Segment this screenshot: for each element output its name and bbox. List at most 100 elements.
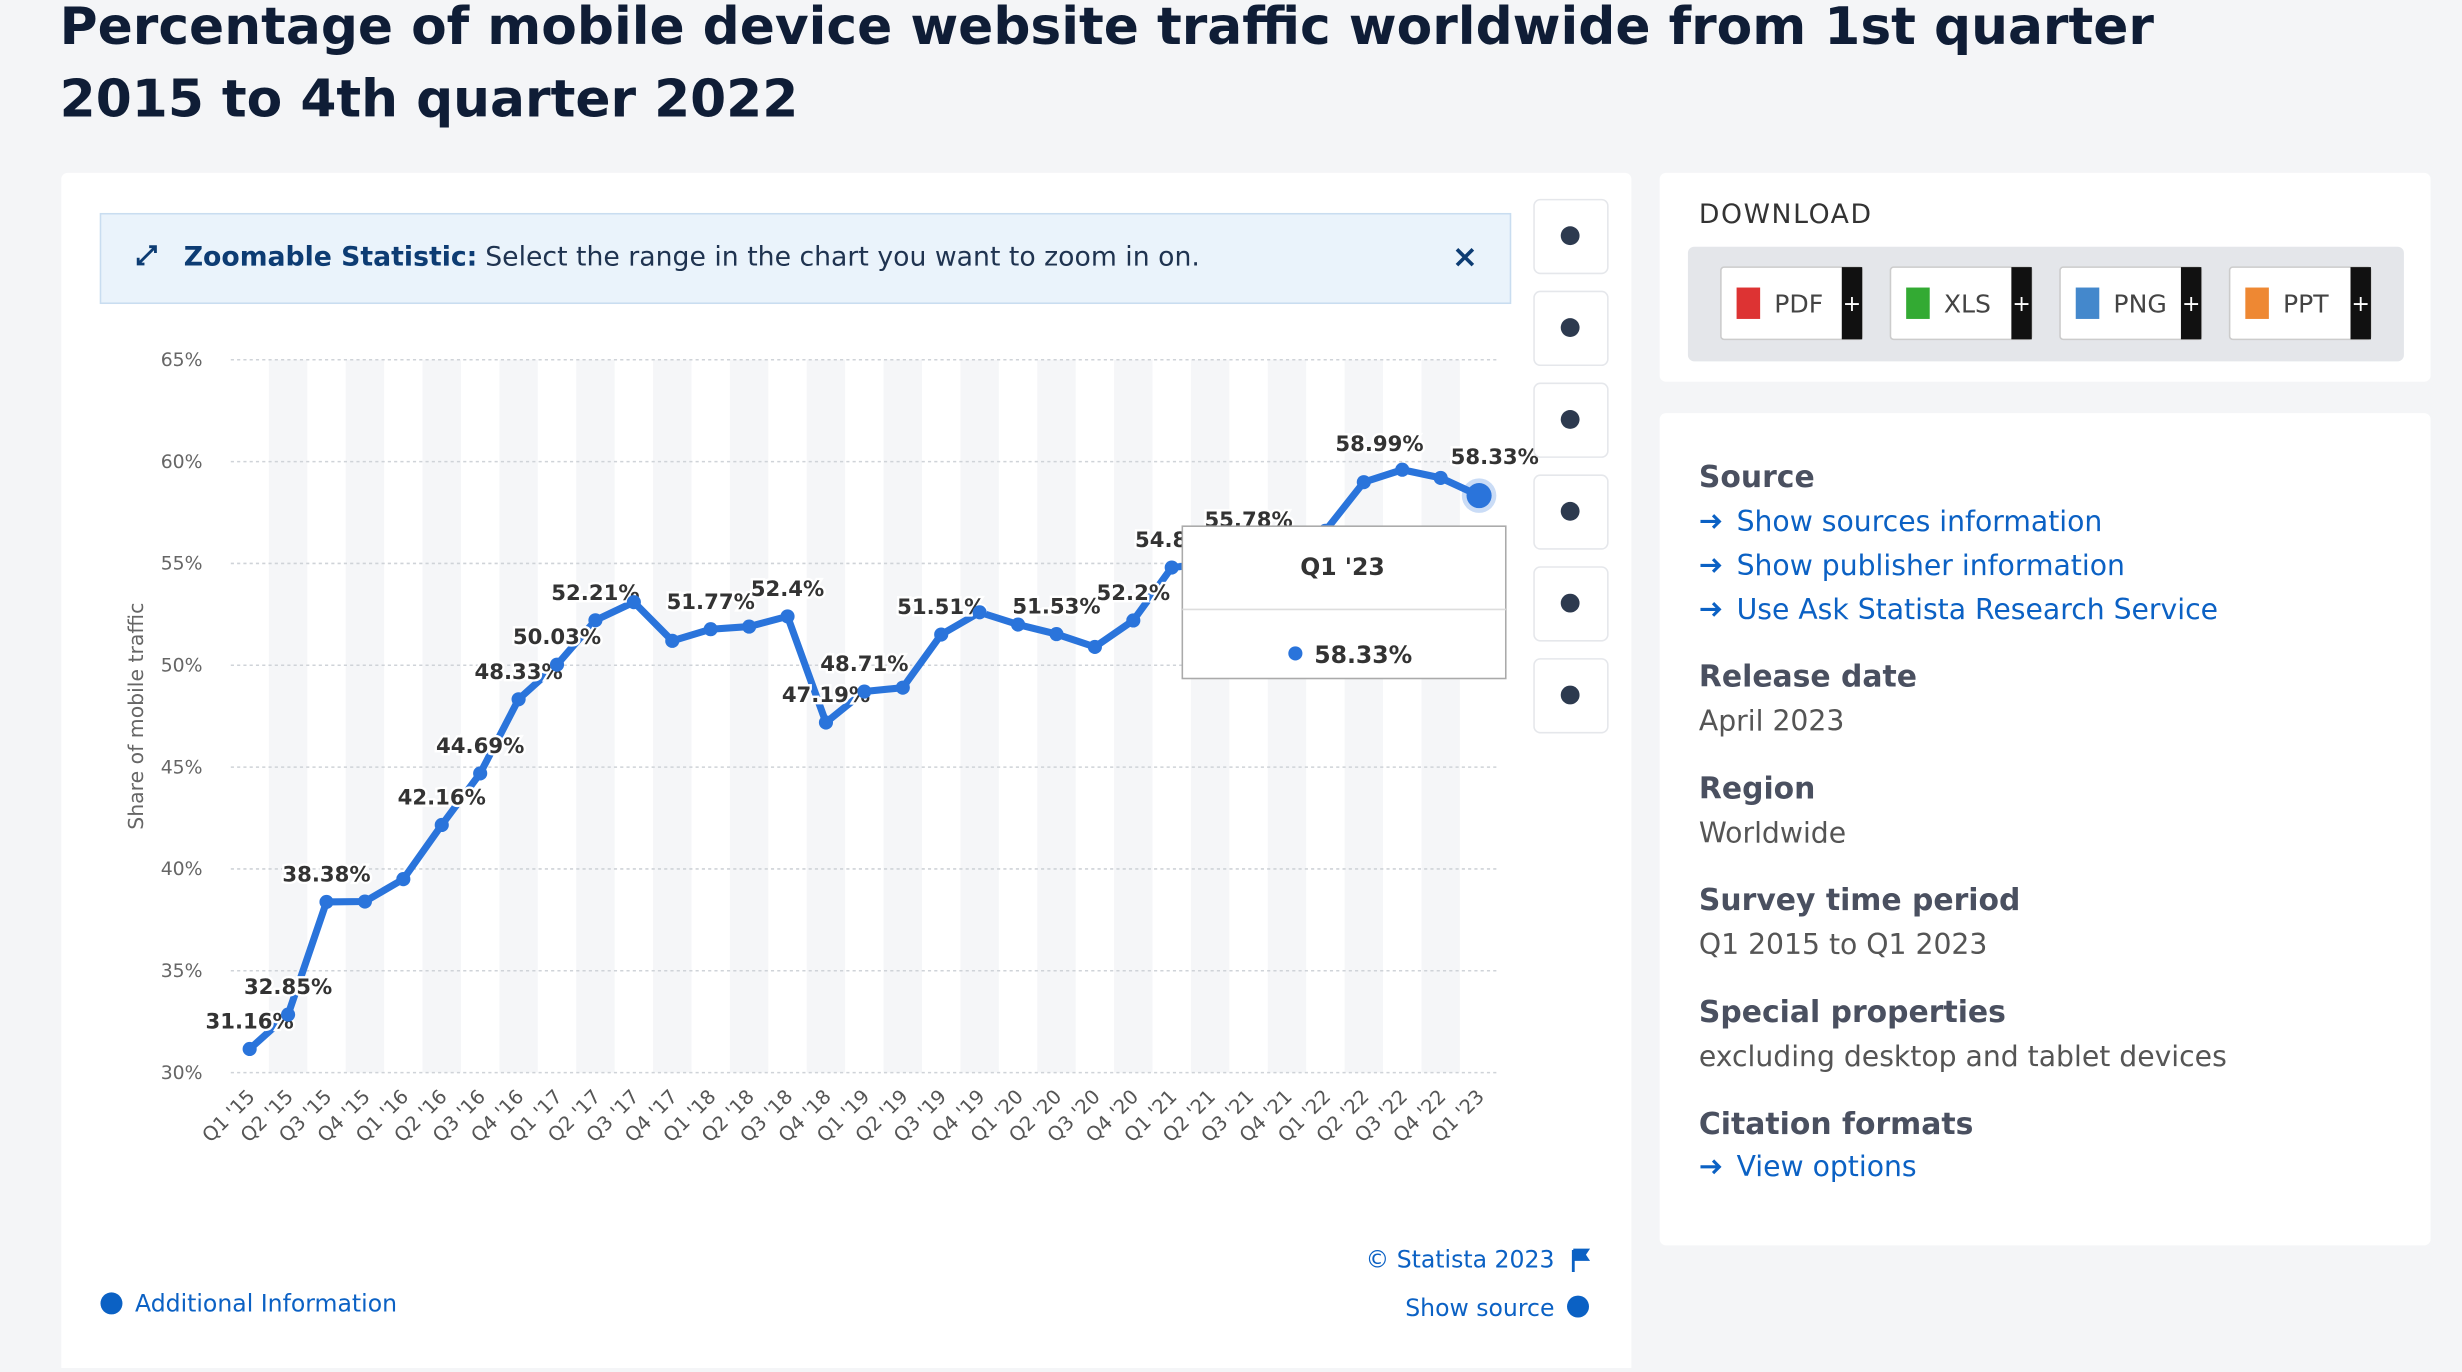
tool-icon bbox=[1560, 318, 1580, 337]
section-title: Citation formats bbox=[1699, 1107, 1974, 1142]
column-stripe bbox=[883, 359, 922, 1073]
flag-icon bbox=[1571, 1248, 1591, 1273]
column-stripe bbox=[653, 359, 692, 1073]
y-axis-title: Share of mobile traffic bbox=[124, 603, 148, 830]
plus-strip bbox=[2180, 267, 2202, 340]
section-value: excluding desktop and tablet devices bbox=[1699, 1040, 2227, 1073]
data-label: 52.4% bbox=[751, 576, 825, 601]
tooltip-title: Q1 '23 bbox=[1300, 553, 1385, 581]
download-buttons: PDF + XLS + PNG + PPT + bbox=[1720, 266, 2372, 341]
data-label: 52.2% bbox=[1097, 580, 1171, 605]
info-icon bbox=[100, 1292, 123, 1315]
data-point bbox=[588, 613, 603, 628]
data-point bbox=[281, 1007, 296, 1022]
data-point bbox=[1395, 462, 1410, 477]
section-title: Region bbox=[1699, 771, 1816, 806]
data-point bbox=[857, 684, 872, 699]
zoom-text: Select the range in the chart you want t… bbox=[485, 242, 1200, 273]
link[interactable]: Use Ask Statista Research Service bbox=[1737, 593, 2218, 626]
zoom-icon bbox=[136, 245, 157, 266]
column-stripe bbox=[1344, 359, 1384, 1073]
tooltip-dot bbox=[1288, 646, 1303, 661]
info-card bbox=[1659, 413, 2431, 1246]
plus-strip bbox=[2350, 267, 2371, 340]
tooltip bbox=[1181, 525, 1507, 680]
data-point bbox=[396, 872, 411, 887]
data-point bbox=[818, 715, 834, 730]
zoom-notice: Zoomable Statistic: Select the range in t… bbox=[184, 242, 1200, 273]
column-stripe bbox=[729, 359, 769, 1073]
data-label: 58.99% bbox=[1335, 431, 1423, 456]
file-icon bbox=[2245, 287, 2269, 319]
column-stripe bbox=[268, 359, 308, 1073]
tool-icon bbox=[1560, 501, 1580, 521]
y-tick-label: 55% bbox=[161, 554, 203, 575]
data-point bbox=[1356, 475, 1371, 490]
column-stripe bbox=[1037, 359, 1076, 1073]
tooltip-value: 58.33% bbox=[1314, 641, 1412, 669]
y-tick-label: 45% bbox=[161, 757, 203, 778]
data-point bbox=[1010, 617, 1026, 632]
y-tick-label: 40% bbox=[161, 859, 203, 880]
download-label: PNG bbox=[2113, 290, 2166, 319]
info-icon bbox=[1567, 1295, 1589, 1318]
data-label: 52.21% bbox=[551, 580, 639, 605]
download-bar bbox=[1687, 246, 2404, 362]
additional-info[interactable]: Additional Information bbox=[135, 1289, 397, 1317]
title-box: Percentage of mobile device website traf… bbox=[60, 0, 2154, 129]
data-point bbox=[665, 633, 680, 648]
data-point bbox=[626, 595, 641, 610]
data-point bbox=[895, 680, 910, 695]
data-label: 44.69% bbox=[436, 733, 524, 758]
plus-strip bbox=[1841, 267, 1863, 340]
data-point bbox=[549, 657, 565, 672]
close-button[interactable]: × bbox=[1452, 239, 1478, 275]
data-point bbox=[972, 605, 987, 620]
plus: + bbox=[2182, 292, 2200, 317]
data-label: 31.16% bbox=[206, 1009, 294, 1034]
column-stripe bbox=[576, 359, 615, 1073]
y-tick-label: 60% bbox=[161, 452, 203, 473]
data-point bbox=[1466, 483, 1492, 509]
file-icon bbox=[2075, 287, 2100, 319]
plus: + bbox=[2012, 292, 2030, 317]
sidebar: Source Show sources information Show publi… bbox=[1699, 460, 2227, 1183]
copyright[interactable]: © Statista 2023 bbox=[1366, 1245, 1555, 1273]
data-label: 47.19% bbox=[782, 682, 870, 707]
show-source[interactable]: Show source bbox=[1405, 1294, 1554, 1322]
zoom-banner bbox=[99, 212, 1512, 305]
data-label: 42.16% bbox=[398, 785, 486, 810]
y-tick-label: 35% bbox=[161, 961, 203, 982]
data-point bbox=[319, 894, 334, 910]
download-title: DOWNLOAD bbox=[1699, 199, 1873, 230]
link[interactable]: Show publisher information bbox=[1737, 549, 2125, 582]
plus: + bbox=[1843, 292, 1861, 317]
section-value: Q1 2015 to Q1 2023 bbox=[1699, 928, 1987, 961]
tool-icon bbox=[1560, 593, 1580, 613]
tool-icon bbox=[1560, 226, 1580, 246]
y-tick-label: 30% bbox=[161, 1063, 203, 1084]
download-label: PPT bbox=[2283, 290, 2329, 319]
column-stripe bbox=[422, 359, 461, 1073]
tool-icon bbox=[1560, 410, 1580, 429]
tool-icon bbox=[1560, 685, 1580, 705]
data-label: 58.33% bbox=[1451, 444, 1539, 469]
data-point bbox=[1126, 613, 1141, 628]
data-label: 51.53% bbox=[1012, 594, 1100, 619]
column-stripe bbox=[1114, 359, 1153, 1073]
data-label: 51.77% bbox=[667, 589, 755, 614]
arrow-icon bbox=[1700, 558, 1722, 573]
zoom-label: Zoomable Statistic: bbox=[184, 242, 478, 273]
link[interactable]: View options bbox=[1737, 1150, 1917, 1183]
data-point bbox=[780, 609, 795, 624]
section-title: Survey time period bbox=[1699, 883, 2020, 918]
data-label: 48.71% bbox=[820, 651, 908, 676]
y-tick-label: 65% bbox=[161, 350, 203, 371]
arrow-icon bbox=[1700, 514, 1722, 529]
plus-strip bbox=[2011, 267, 2032, 340]
column-stripe bbox=[345, 359, 385, 1073]
section-title: Source bbox=[1699, 460, 1815, 495]
data-point bbox=[934, 627, 949, 642]
link[interactable]: Show sources information bbox=[1737, 505, 2103, 538]
data-point bbox=[473, 766, 488, 781]
